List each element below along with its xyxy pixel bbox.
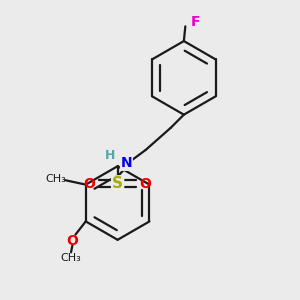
Text: F: F bbox=[191, 15, 200, 29]
Text: N: N bbox=[121, 156, 132, 170]
Text: O: O bbox=[84, 177, 96, 191]
Text: O: O bbox=[67, 233, 78, 248]
Text: H: H bbox=[105, 149, 116, 162]
Text: CH₃: CH₃ bbox=[45, 174, 66, 184]
Text: O: O bbox=[140, 177, 152, 191]
Text: S: S bbox=[112, 176, 123, 191]
Text: CH₃: CH₃ bbox=[61, 253, 81, 263]
